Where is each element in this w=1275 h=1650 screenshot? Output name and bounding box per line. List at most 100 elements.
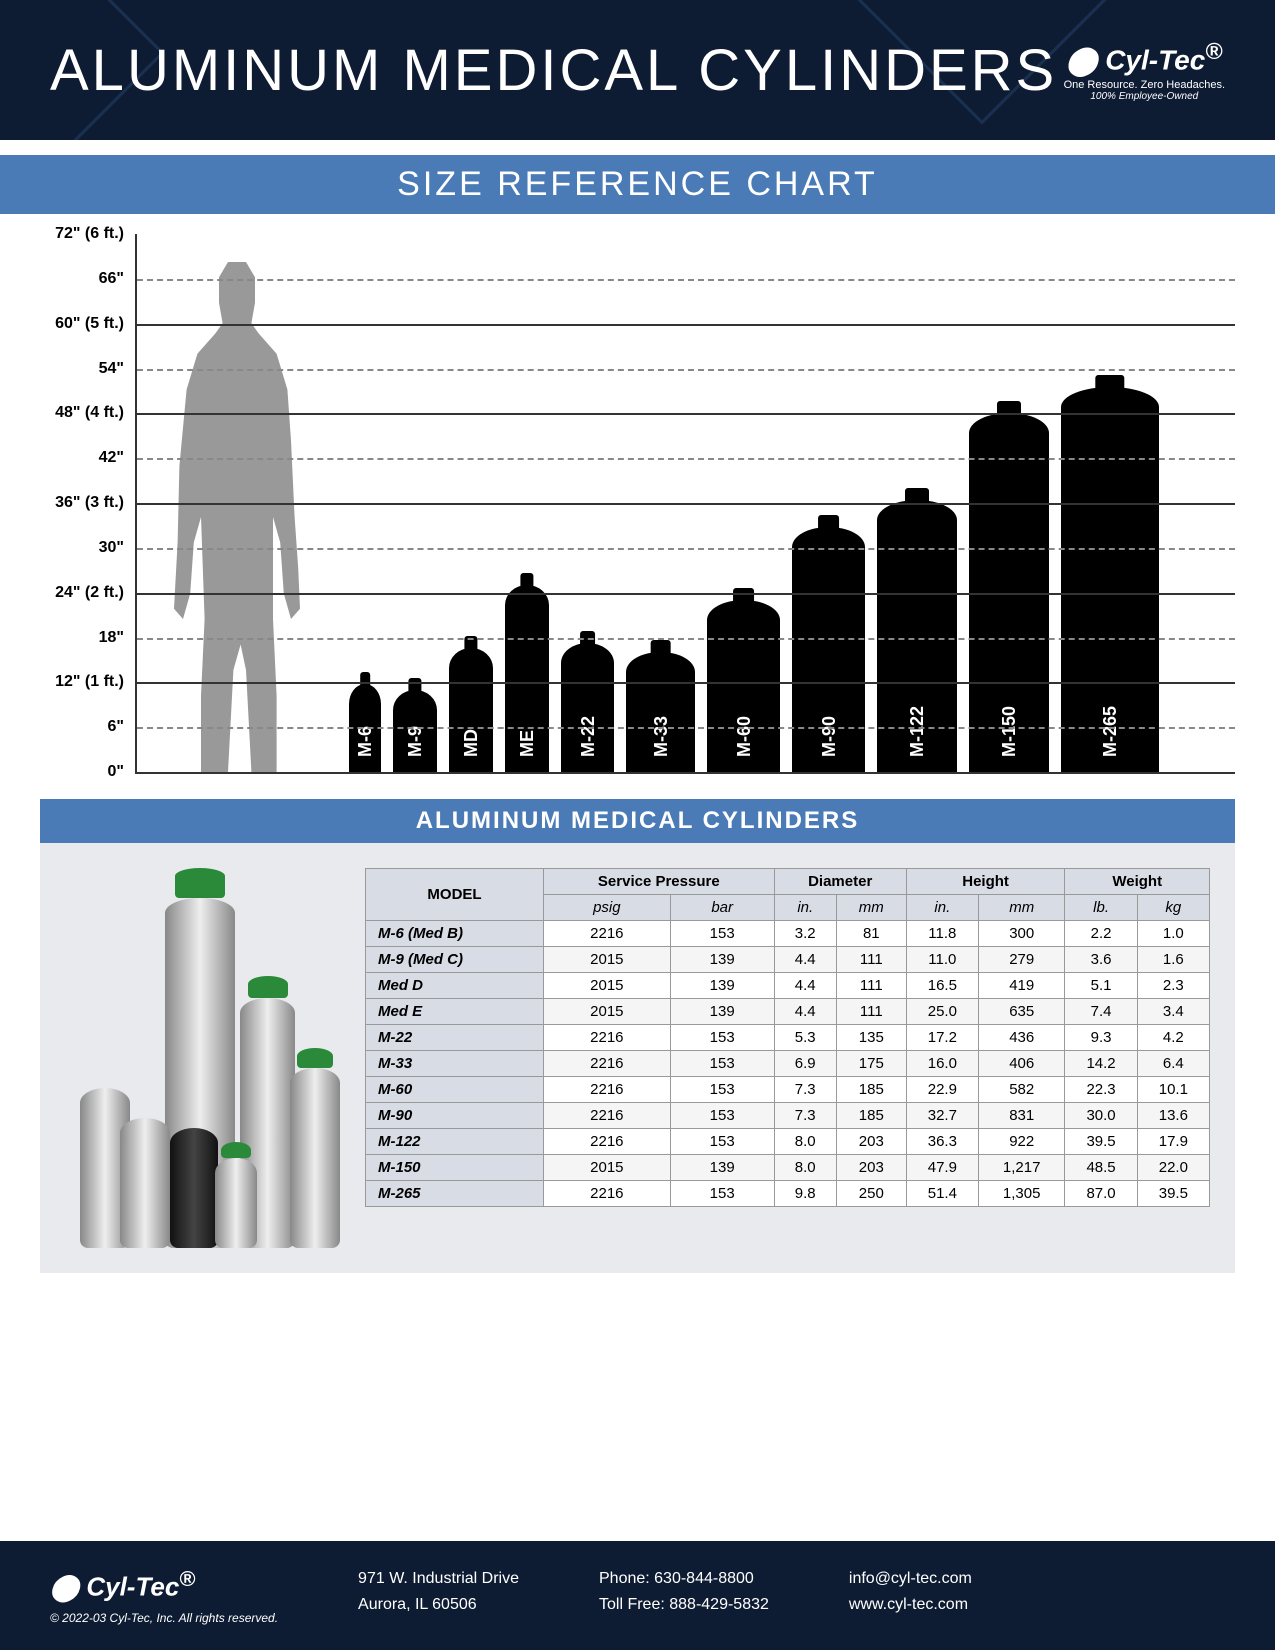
- data-cell: 2216: [543, 1103, 670, 1129]
- column-header: MODEL: [366, 869, 544, 921]
- gridline: [137, 279, 1235, 281]
- cylinder-label: M-22: [578, 716, 599, 757]
- table-row: M-12222161538.020336.392239.517.9: [366, 1129, 1210, 1155]
- data-cell: 2216: [543, 1181, 670, 1207]
- data-cell: 47.9: [906, 1155, 978, 1181]
- cylinder-label: M-150: [999, 706, 1020, 757]
- data-cell: 7.3: [774, 1077, 836, 1103]
- y-axis-label: 60" (5 ft.): [55, 315, 124, 333]
- footer-contact: info@cyl-tec.com www.cyl-tec.com: [849, 1566, 972, 1617]
- table-row: M-6022161537.318522.958222.310.1: [366, 1077, 1210, 1103]
- column-subheader: mm: [978, 895, 1065, 921]
- cylinder-MD: MD: [449, 648, 493, 772]
- model-cell: M-60: [366, 1077, 544, 1103]
- data-cell: 8.0: [774, 1129, 836, 1155]
- data-cell: 5.1: [1065, 973, 1137, 999]
- table-row: M-15020151398.020347.91,21748.522.0: [366, 1155, 1210, 1181]
- data-cell: 139: [670, 947, 774, 973]
- data-cell: 2015: [543, 999, 670, 1025]
- header-logo: ⬤ Cyl-Tec® One Resource. Zero Headaches.…: [1064, 38, 1225, 101]
- y-axis-label: 12" (1 ft.): [55, 673, 124, 691]
- y-axis-label: 48" (4 ft.): [55, 404, 124, 422]
- gridline: [137, 682, 1235, 684]
- gridline: [137, 369, 1235, 371]
- data-cell: 30.0: [1065, 1103, 1137, 1129]
- cylinder-label: ME: [517, 730, 538, 757]
- cylinder-ME: ME: [505, 585, 549, 773]
- table-row: M-9022161537.318532.783130.013.6: [366, 1103, 1210, 1129]
- gridline: [137, 593, 1235, 595]
- data-cell: 81: [836, 921, 906, 947]
- data-cell: 2216: [543, 921, 670, 947]
- data-cell: 153: [670, 1025, 774, 1051]
- y-axis-label: 18": [99, 629, 124, 647]
- data-cell: 4.4: [774, 973, 836, 999]
- footer-logo: ⬤ Cyl-Tec®: [50, 1566, 278, 1603]
- cylinder-M-265: M-265: [1061, 387, 1159, 773]
- data-cell: 153: [670, 1077, 774, 1103]
- footer-phone: Phone: 630-844-8800 Toll Free: 888-429-5…: [599, 1566, 769, 1617]
- y-axis-label: 54": [99, 360, 124, 378]
- data-cell: 135: [836, 1025, 906, 1051]
- footer-address: 971 W. Industrial Drive Aurora, IL 60506: [358, 1566, 519, 1617]
- cylinder-label: M-9: [405, 726, 426, 757]
- data-cell: 3.6: [1065, 947, 1137, 973]
- cylinder-label: M-33: [651, 716, 672, 757]
- data-cell: 22.0: [1137, 1155, 1209, 1181]
- data-cell: 9.8: [774, 1181, 836, 1207]
- column-subheader: mm: [836, 895, 906, 921]
- data-cell: 17.2: [906, 1025, 978, 1051]
- size-chart: 72" (6 ft.)66"60" (5 ft.)54"48" (4 ft.)4…: [0, 214, 1275, 784]
- model-cell: Med E: [366, 999, 544, 1025]
- data-cell: 22.9: [906, 1077, 978, 1103]
- data-cell: 16.0: [906, 1051, 978, 1077]
- column-header: Height: [906, 869, 1065, 895]
- data-cell: 175: [836, 1051, 906, 1077]
- data-cell: 153: [670, 921, 774, 947]
- data-cell: 139: [670, 973, 774, 999]
- cylinder-label: M-90: [819, 716, 840, 757]
- column-header: Weight: [1065, 869, 1210, 895]
- table-row: M-2222161535.313517.24369.34.2: [366, 1025, 1210, 1051]
- y-axis-label: 72" (6 ft.): [55, 225, 124, 243]
- page-title: ALUMINUM MEDICAL CYLINDERS: [50, 37, 1057, 104]
- data-cell: 153: [670, 1103, 774, 1129]
- data-cell: 111: [836, 999, 906, 1025]
- cylinder-M-33: M-33: [626, 652, 695, 772]
- data-cell: 2.2: [1065, 921, 1137, 947]
- data-cell: 3.4: [1137, 999, 1209, 1025]
- model-cell: M-265: [366, 1181, 544, 1207]
- data-cell: 2015: [543, 973, 670, 999]
- product-photo: [65, 868, 345, 1248]
- model-cell: M-150: [366, 1155, 544, 1181]
- subheader: SIZE REFERENCE CHART: [0, 155, 1275, 214]
- data-cell: 203: [836, 1155, 906, 1181]
- column-subheader: psig: [543, 895, 670, 921]
- data-cell: 1,305: [978, 1181, 1065, 1207]
- data-cell: 2216: [543, 1077, 670, 1103]
- column-subheader: in.: [774, 895, 836, 921]
- data-cell: 2015: [543, 1155, 670, 1181]
- data-cell: 13.6: [1137, 1103, 1209, 1129]
- logo-tagline2: 100% Employee-Owned: [1064, 91, 1225, 102]
- model-cell: M-90: [366, 1103, 544, 1129]
- gridline: [137, 548, 1235, 550]
- data-cell: 4.4: [774, 999, 836, 1025]
- copyright: © 2022-03 Cyl-Tec, Inc. All rights reser…: [50, 1611, 278, 1625]
- data-cell: 2216: [543, 1025, 670, 1051]
- y-axis-label: 30": [99, 539, 124, 557]
- column-subheader: bar: [670, 895, 774, 921]
- data-cell: 4.4: [774, 947, 836, 973]
- model-cell: M-6 (Med B): [366, 921, 544, 947]
- data-cell: 153: [670, 1181, 774, 1207]
- person-silhouette: [147, 262, 327, 772]
- data-cell: 2.3: [1137, 973, 1209, 999]
- gridline: [137, 503, 1235, 505]
- cylinder-label: M-122: [907, 706, 928, 757]
- model-cell: Med D: [366, 973, 544, 999]
- data-cell: 9.3: [1065, 1025, 1137, 1051]
- data-cell: 39.5: [1065, 1129, 1137, 1155]
- data-cell: 25.0: [906, 999, 978, 1025]
- data-cell: 419: [978, 973, 1065, 999]
- column-header: Diameter: [774, 869, 906, 895]
